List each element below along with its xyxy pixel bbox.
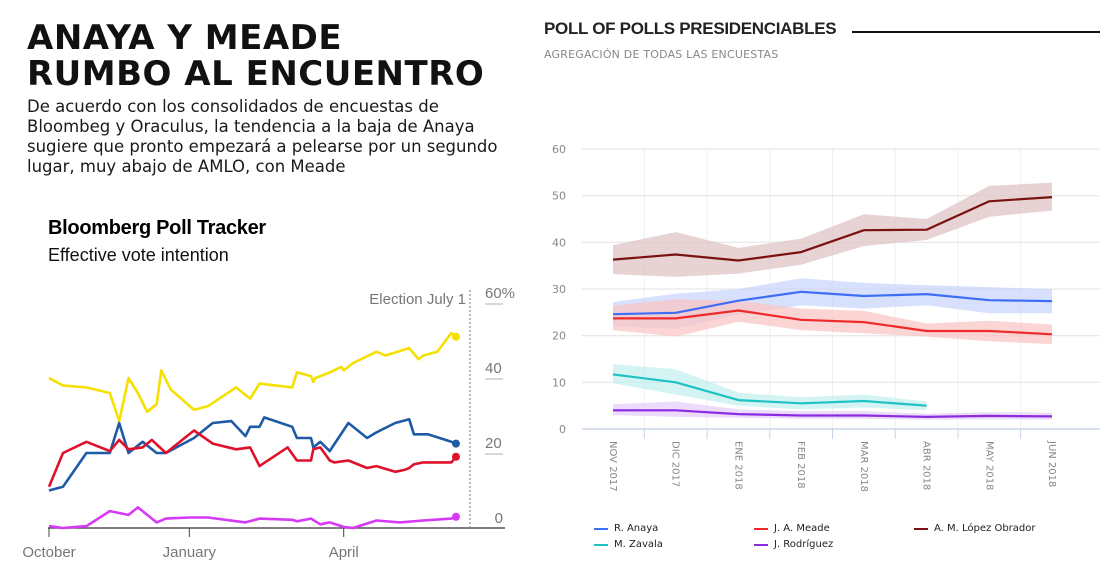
series-line-anaya [48,416,457,492]
legend-label: J. A. Meade [774,523,830,534]
confidence-band [613,364,927,411]
headline: ANAYA Y MEADE RUMBO AL ENCUENTRO [27,20,527,92]
bloomberg-chart: 60% 40 20 0 October January April Election July… [22,285,515,561]
x-tick-label: ENE 2018 [732,441,743,490]
x-tick-label: DIC 2017 [670,441,681,487]
legend-label: J. Rodríguez [774,539,834,550]
legend-label: R. Anaya [614,523,659,534]
legend-item: A. M. López Obrador [914,523,1035,534]
legend-swatch [594,527,608,530]
x-tick-label: ABR 2018 [921,441,932,490]
confidence-band [613,401,1052,420]
legend-label: M. Zavala [614,539,663,550]
series-line-j-a-meade [613,309,1053,336]
y-tick-label: 40 [485,360,502,377]
series-line-r-anaya [612,290,1053,316]
series-line-l-pez-obrador [48,331,457,423]
series-endpoint [451,452,460,461]
y-tick-label: 20 [552,330,566,343]
confidence-band [613,182,1052,277]
legend-swatch [914,527,928,530]
series-endpoint [451,332,460,341]
legend-swatch [594,543,608,546]
legend-swatch [754,527,768,530]
y-tick-label: 60% [485,285,515,302]
y-tick-label: 20 [485,435,502,452]
y-tick-label: 0 [495,510,503,527]
election-annotation: Election July 1 [369,291,466,308]
series-line-j-rodr-guez [613,409,1053,418]
series-endpoint [451,439,460,448]
poll-of-polls-subtitle: AGREGACIÓN DE TODAS LAS ENCUESTAS [544,48,779,61]
y-tick-label: 60 [552,143,566,156]
legend-swatch [754,543,768,546]
y-tick-label: 0 [559,423,566,436]
poll-of-polls-title: POLL OF POLLS PRESIDENCIABLES [544,19,837,38]
article-deck: De acuerdo con los consolidados de encue… [27,97,498,176]
x-tick-label: October [22,544,75,561]
x-tick-label: MAR 2018 [858,441,869,492]
poll-of-polls-chart: 0 10 20 30 40 50 60 NOV 2017 DIC 2017 ENE 2018 FEB… [552,143,1100,492]
y-tick-label: 10 [552,376,566,389]
series-endpoint [451,512,460,521]
series-line-rodr-guez [48,506,457,530]
x-tick-label: MAY 2018 [983,441,994,490]
y-tick-label: 50 [552,190,566,203]
y-tick-label: 30 [552,283,566,296]
bloomberg-chart-title: Bloomberg Poll Tracker [48,217,266,239]
series-line-m-zavala [612,373,927,407]
title-rule [852,31,1100,33]
headline-line-1: ANAYA Y MEADE [27,18,343,58]
x-tick-label: April [329,544,359,561]
series-line-a-m-l-pez-obrador [612,196,1053,262]
x-tick-label: NOV 2017 [607,441,618,492]
legend-item: J. Rodríguez [754,539,833,550]
legend-item: J. A. Meade [754,523,830,534]
x-tick-label: FEB 2018 [795,441,806,489]
legend-item: M. Zavala [594,539,663,550]
series-line-meade [47,429,457,488]
y-tick-label: 40 [552,236,566,249]
x-tick-label: JUN 2018 [1046,440,1057,487]
bloomberg-chart-subtitle: Effective vote intention [48,245,229,265]
legend-label: A. M. López Obrador [934,523,1036,534]
legend-item: R. Anaya [594,523,658,534]
headline-line-2: RUMBO AL ENCUENTRO [27,54,485,94]
x-tick-label: January [163,544,217,561]
